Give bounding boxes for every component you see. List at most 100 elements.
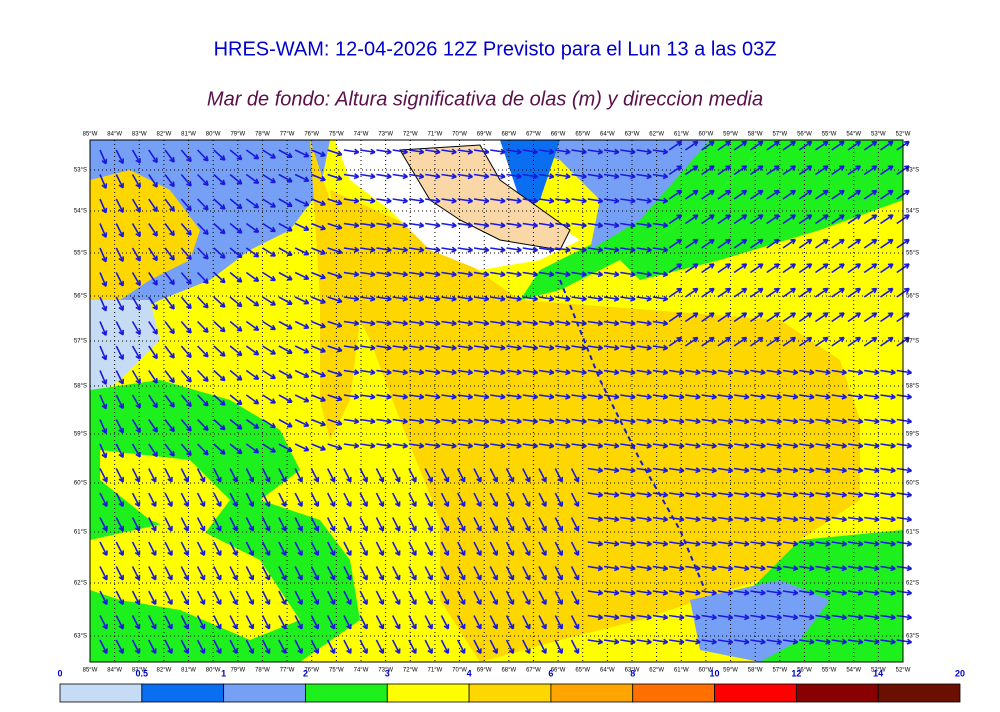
arrow <box>538 615 547 630</box>
arrow <box>522 418 539 425</box>
arrow <box>701 516 717 523</box>
arrow <box>440 492 450 508</box>
arrow <box>864 369 880 376</box>
arrow <box>99 566 108 581</box>
arrow <box>522 615 531 630</box>
arrow <box>278 149 293 159</box>
arrow <box>636 393 652 400</box>
arrow <box>701 614 717 621</box>
arrow <box>196 198 209 211</box>
arrow <box>880 312 894 323</box>
arrow <box>457 418 474 425</box>
arrow <box>408 468 417 483</box>
arrow <box>164 492 173 508</box>
lon-label-bottom: 85°W <box>83 668 98 674</box>
arrow <box>831 312 845 323</box>
arrow <box>164 443 175 457</box>
arrow <box>327 198 343 206</box>
arrow <box>424 468 433 483</box>
lon-label-top: 79°W <box>230 132 245 138</box>
arrow <box>229 541 238 557</box>
arrow <box>782 418 799 425</box>
arrow <box>473 271 490 278</box>
arrow <box>734 565 750 572</box>
arrow <box>815 565 831 572</box>
arrow <box>766 165 780 176</box>
arrow <box>571 369 587 376</box>
arrow <box>213 247 226 259</box>
arrow <box>896 540 913 547</box>
arrow <box>99 174 108 189</box>
arrow <box>831 263 845 274</box>
lat-label-right: 63°S <box>906 634 919 640</box>
arrow <box>343 320 360 327</box>
arrow <box>180 492 190 508</box>
arrow <box>180 369 192 383</box>
arrow <box>555 197 571 204</box>
arrow <box>766 442 782 449</box>
arrow <box>733 238 748 249</box>
arrow <box>571 344 587 351</box>
arrow <box>749 238 764 249</box>
arrow <box>798 214 813 225</box>
arrow <box>278 271 293 281</box>
arrow <box>131 443 141 458</box>
arrow <box>782 165 797 176</box>
arrow <box>522 468 531 483</box>
arrow <box>229 566 238 581</box>
arrow <box>766 238 780 249</box>
lon-label-bottom: 74°W <box>354 668 369 674</box>
arrow <box>685 393 701 400</box>
arrow <box>652 173 669 180</box>
arrow <box>441 197 457 204</box>
arrow <box>164 174 175 188</box>
arrow <box>831 393 848 400</box>
arrow <box>766 540 782 547</box>
arrow <box>99 247 108 263</box>
arrow <box>555 222 571 229</box>
arrow <box>555 369 571 376</box>
arrow <box>685 491 701 498</box>
arrow <box>766 418 782 425</box>
arrow <box>148 149 158 164</box>
arrow <box>782 189 797 200</box>
arrow <box>164 247 175 261</box>
arrow <box>490 369 506 376</box>
arrow <box>278 590 287 606</box>
arrow <box>831 638 848 645</box>
arrow <box>847 287 862 298</box>
arrow <box>457 246 474 253</box>
arrow <box>684 189 699 200</box>
arrow <box>278 394 293 404</box>
colorbar-tick-label: 14 <box>873 668 883 678</box>
arrow <box>392 320 408 327</box>
arrow <box>896 614 913 621</box>
arrow <box>196 173 209 187</box>
arrow <box>782 312 797 323</box>
arrow <box>473 197 490 204</box>
arrow <box>587 271 604 278</box>
lon-label-bottom: 81°W <box>181 668 196 674</box>
lon-label-top: 61°W <box>674 132 689 138</box>
arrow <box>896 369 913 376</box>
arrow <box>489 541 498 557</box>
arrow <box>571 320 587 327</box>
arrow <box>457 442 474 449</box>
arrow <box>213 222 226 235</box>
arrow <box>766 565 782 572</box>
arrow <box>701 467 717 474</box>
arrow <box>245 296 260 307</box>
arrow <box>554 566 564 581</box>
arrow <box>766 263 780 274</box>
arrow <box>425 222 441 229</box>
arrow <box>555 271 571 278</box>
arrow <box>392 222 408 229</box>
lon-label-top: 70°W <box>452 132 467 138</box>
arrow <box>343 590 352 606</box>
arrow <box>555 418 571 425</box>
arrow <box>880 442 896 449</box>
arrow <box>652 589 669 596</box>
arrow <box>880 369 896 376</box>
arrow <box>831 165 845 176</box>
colorbar-segment <box>141 683 225 703</box>
